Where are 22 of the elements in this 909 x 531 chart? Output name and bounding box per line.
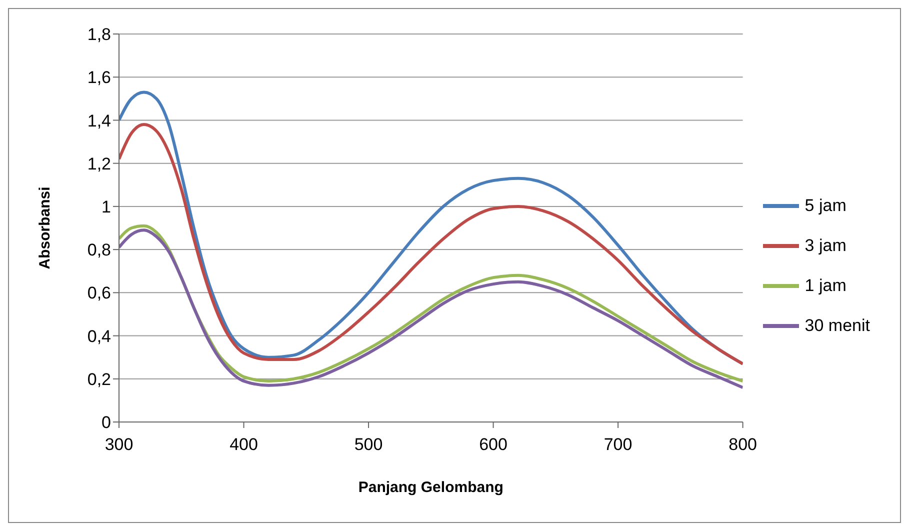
y-tick-label: 0,2 [87, 370, 111, 389]
x-tick-label: 800 [728, 435, 757, 454]
y-tick-label: 1,4 [87, 111, 111, 130]
y-tick-label: 0,4 [87, 326, 111, 346]
legend-label: 1 jam [804, 276, 846, 296]
legend-label: 30 menit [804, 316, 870, 336]
y-axis-title: Absorbansi [36, 186, 54, 270]
x-tick-label: 600 [479, 435, 508, 454]
legend-label: 5 jam [804, 196, 846, 216]
legend-label: 3 jam [804, 236, 846, 256]
x-tick-label: 300 [104, 435, 134, 454]
x-tick-label: 400 [230, 435, 258, 454]
y-tick-label: 1,2 [87, 154, 111, 174]
x-tick-label: 700 [604, 435, 632, 454]
y-tick-label: 0,8 [87, 240, 111, 260]
y-tick-label: 0 [102, 413, 111, 432]
y-tick-label: 1 [102, 197, 111, 216]
y-tick-label: 1,6 [87, 68, 111, 88]
x-axis-title: Panjang Gelombang [358, 479, 504, 496]
x-tick-label: 500 [354, 435, 383, 454]
y-tick-label: 1,8 [87, 25, 111, 44]
y-tick-label: 0,6 [87, 284, 111, 303]
